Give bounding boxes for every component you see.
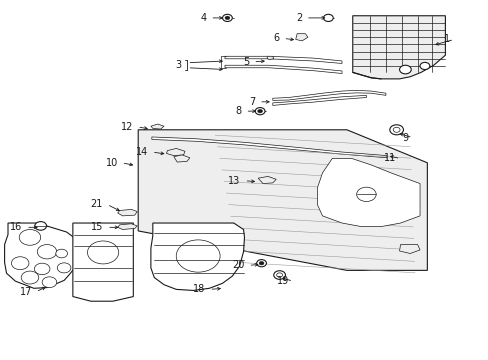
Polygon shape xyxy=(151,124,163,129)
Circle shape xyxy=(21,271,39,284)
Polygon shape xyxy=(258,176,276,184)
Polygon shape xyxy=(224,56,341,63)
Polygon shape xyxy=(173,155,189,162)
Circle shape xyxy=(276,273,282,277)
Polygon shape xyxy=(118,224,137,229)
Polygon shape xyxy=(266,56,273,59)
Circle shape xyxy=(273,271,285,279)
Polygon shape xyxy=(138,130,427,270)
Text: 20: 20 xyxy=(232,260,244,270)
Polygon shape xyxy=(352,16,445,79)
Text: 14: 14 xyxy=(136,147,148,157)
Text: 12: 12 xyxy=(121,122,133,132)
Text: 6: 6 xyxy=(273,33,279,43)
Circle shape xyxy=(255,108,264,115)
Text: 19: 19 xyxy=(277,276,289,286)
Circle shape xyxy=(392,127,399,132)
Circle shape xyxy=(222,14,232,22)
Text: 16: 16 xyxy=(10,222,22,232)
Polygon shape xyxy=(399,244,419,253)
Text: 17: 17 xyxy=(20,287,32,297)
Text: 9: 9 xyxy=(402,133,408,143)
Circle shape xyxy=(11,257,29,270)
Polygon shape xyxy=(272,90,385,100)
Polygon shape xyxy=(152,137,386,158)
Text: 7: 7 xyxy=(248,97,255,107)
Circle shape xyxy=(57,263,71,273)
Text: 5: 5 xyxy=(243,57,249,67)
Circle shape xyxy=(224,16,229,20)
Text: 2: 2 xyxy=(295,13,302,23)
Polygon shape xyxy=(118,210,137,216)
Circle shape xyxy=(19,229,41,245)
Polygon shape xyxy=(317,158,419,226)
Circle shape xyxy=(356,187,375,202)
Polygon shape xyxy=(151,223,244,291)
Polygon shape xyxy=(224,65,341,73)
Polygon shape xyxy=(73,223,133,301)
Circle shape xyxy=(87,241,119,264)
Circle shape xyxy=(176,240,220,272)
Circle shape xyxy=(257,109,262,113)
Text: 21: 21 xyxy=(91,199,103,210)
Circle shape xyxy=(256,260,266,267)
Circle shape xyxy=(34,263,50,275)
Text: 1: 1 xyxy=(443,35,449,44)
Text: 10: 10 xyxy=(105,158,118,168)
Circle shape xyxy=(259,261,264,265)
Circle shape xyxy=(399,65,410,74)
Text: 18: 18 xyxy=(193,284,205,294)
Circle shape xyxy=(323,14,332,22)
Circle shape xyxy=(56,249,67,258)
Text: 4: 4 xyxy=(200,13,206,23)
Circle shape xyxy=(419,62,429,69)
Text: 13: 13 xyxy=(228,176,240,186)
Circle shape xyxy=(35,222,46,230)
Text: 8: 8 xyxy=(235,106,241,116)
Circle shape xyxy=(37,244,57,259)
Polygon shape xyxy=(272,95,366,105)
Circle shape xyxy=(42,277,57,288)
Text: 3: 3 xyxy=(175,60,181,70)
Polygon shape xyxy=(4,223,79,288)
Circle shape xyxy=(389,125,403,135)
Polygon shape xyxy=(166,148,184,156)
Text: 11: 11 xyxy=(384,153,396,163)
Text: 15: 15 xyxy=(91,222,103,232)
Polygon shape xyxy=(295,34,307,41)
